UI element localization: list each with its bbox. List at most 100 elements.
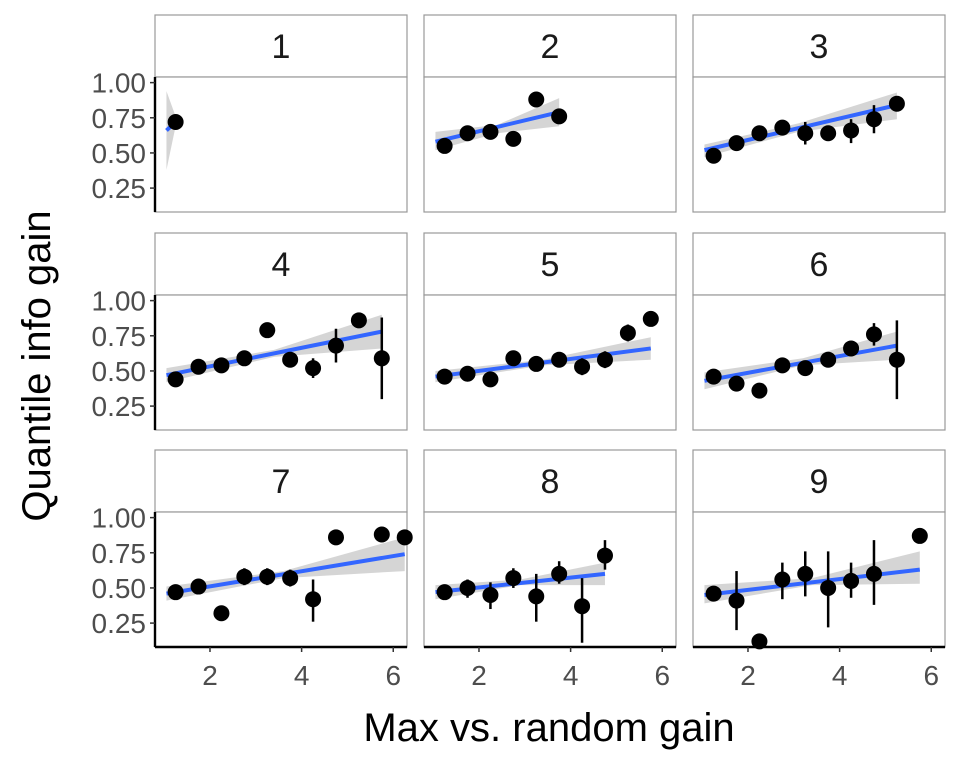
- data-point: [436, 137, 453, 154]
- data-point: [820, 579, 837, 596]
- x-tick-label: 4: [294, 660, 310, 691]
- facet-strip-label: 6: [810, 246, 829, 284]
- data-point: [459, 125, 476, 142]
- facet-strip-label: 1: [272, 28, 291, 66]
- data-point: [820, 351, 837, 368]
- facet-strip: [154, 449, 408, 513]
- y-tick-label: 0.25: [92, 173, 147, 204]
- data-point: [596, 547, 613, 564]
- panel-border: [423, 76, 677, 213]
- confidence-band: [166, 91, 176, 170]
- y-tick-label: 0.75: [92, 103, 147, 134]
- data-point: [213, 357, 230, 374]
- data-point: [574, 358, 591, 375]
- data-point: [705, 368, 722, 385]
- data-point: [190, 578, 207, 595]
- facet-panel-3: 3: [692, 14, 946, 213]
- data-point: [574, 598, 591, 615]
- facet-panel-1: 1: [154, 14, 408, 213]
- facet-strip: [154, 232, 408, 296]
- facet-strip: [423, 449, 677, 513]
- data-point: [505, 350, 522, 367]
- facet-strip: [154, 14, 408, 78]
- data-point: [797, 125, 814, 142]
- data-point: [350, 312, 367, 329]
- data-point: [551, 351, 568, 368]
- facet-panels: 1 2 3 4 5 6 7 8 9: [154, 14, 946, 650]
- data-point: [528, 355, 545, 372]
- data-point: [705, 147, 722, 164]
- data-point: [396, 529, 413, 546]
- data-point: [213, 605, 230, 622]
- data-point: [327, 337, 344, 354]
- data-point: [436, 584, 453, 601]
- data-point: [282, 351, 299, 368]
- data-point: [190, 358, 207, 375]
- data-point: [505, 570, 522, 587]
- data-point: [551, 108, 568, 125]
- data-point: [282, 570, 299, 587]
- facet-strip-label: 4: [272, 246, 291, 284]
- data-point: [774, 357, 791, 374]
- facet-panel-4: 4: [154, 232, 408, 431]
- regression-line: [704, 567, 921, 597]
- data-point: [459, 579, 476, 596]
- data-point: [436, 368, 453, 385]
- data-point: [865, 111, 882, 128]
- data-point: [619, 324, 636, 341]
- confidence-band: [704, 92, 897, 158]
- y-tick-label: 0.50: [92, 573, 147, 604]
- facet-strip-label: 9: [810, 463, 829, 501]
- data-point: [528, 588, 545, 605]
- facet-strip: [692, 232, 946, 296]
- data-point: [774, 119, 791, 136]
- facet-panel-2: 2: [423, 14, 677, 213]
- x-tick-label: 4: [832, 660, 848, 691]
- data-point: [505, 130, 522, 147]
- y-tick-label: 1.00: [92, 503, 147, 534]
- data-point: [797, 360, 814, 377]
- panel-border: [154, 511, 408, 648]
- data-point: [459, 365, 476, 382]
- x-tick-label: 6: [923, 660, 939, 691]
- facet-panel-8: 8: [423, 449, 677, 648]
- y-tick-label: 0.50: [92, 138, 147, 169]
- data-point: [551, 565, 568, 582]
- data-point: [642, 310, 659, 327]
- y-tick-label: 1.00: [92, 68, 147, 99]
- facet-strip-label: 2: [541, 28, 560, 66]
- data-point: [327, 529, 344, 546]
- data-point: [305, 360, 322, 377]
- x-tick-label: 2: [740, 660, 756, 691]
- x-tick-label: 6: [654, 660, 670, 691]
- facet-strip-label: 8: [541, 463, 560, 501]
- data-point: [482, 586, 499, 603]
- data-point: [865, 326, 882, 343]
- y-tick-label: 1.00: [92, 286, 147, 317]
- data-point: [528, 91, 545, 108]
- data-point: [888, 351, 905, 368]
- y-axis-title: Quantile info gain: [15, 210, 59, 521]
- panel-border: [154, 76, 408, 213]
- data-point: [373, 350, 390, 367]
- data-point: [797, 565, 814, 582]
- facet-panel-7: 7: [154, 449, 413, 648]
- x-tick-label: 2: [471, 660, 487, 691]
- data-point: [820, 125, 837, 142]
- data-point: [751, 382, 768, 399]
- facet-panel-6: 6: [692, 232, 946, 431]
- x-tick-label: 2: [202, 660, 218, 691]
- data-point: [482, 371, 499, 388]
- facet-panel-5: 5: [423, 232, 677, 431]
- data-point: [865, 565, 882, 582]
- x-tick-label: 4: [563, 660, 579, 691]
- data-point: [305, 591, 322, 608]
- data-point: [259, 568, 276, 585]
- facet-strip-label: 3: [810, 28, 829, 66]
- x-axis-title: Max vs. random gain: [363, 706, 734, 750]
- data-point: [167, 114, 184, 130]
- data-point: [751, 633, 768, 650]
- data-point: [596, 351, 613, 368]
- y-tick-label: 0.25: [92, 608, 147, 639]
